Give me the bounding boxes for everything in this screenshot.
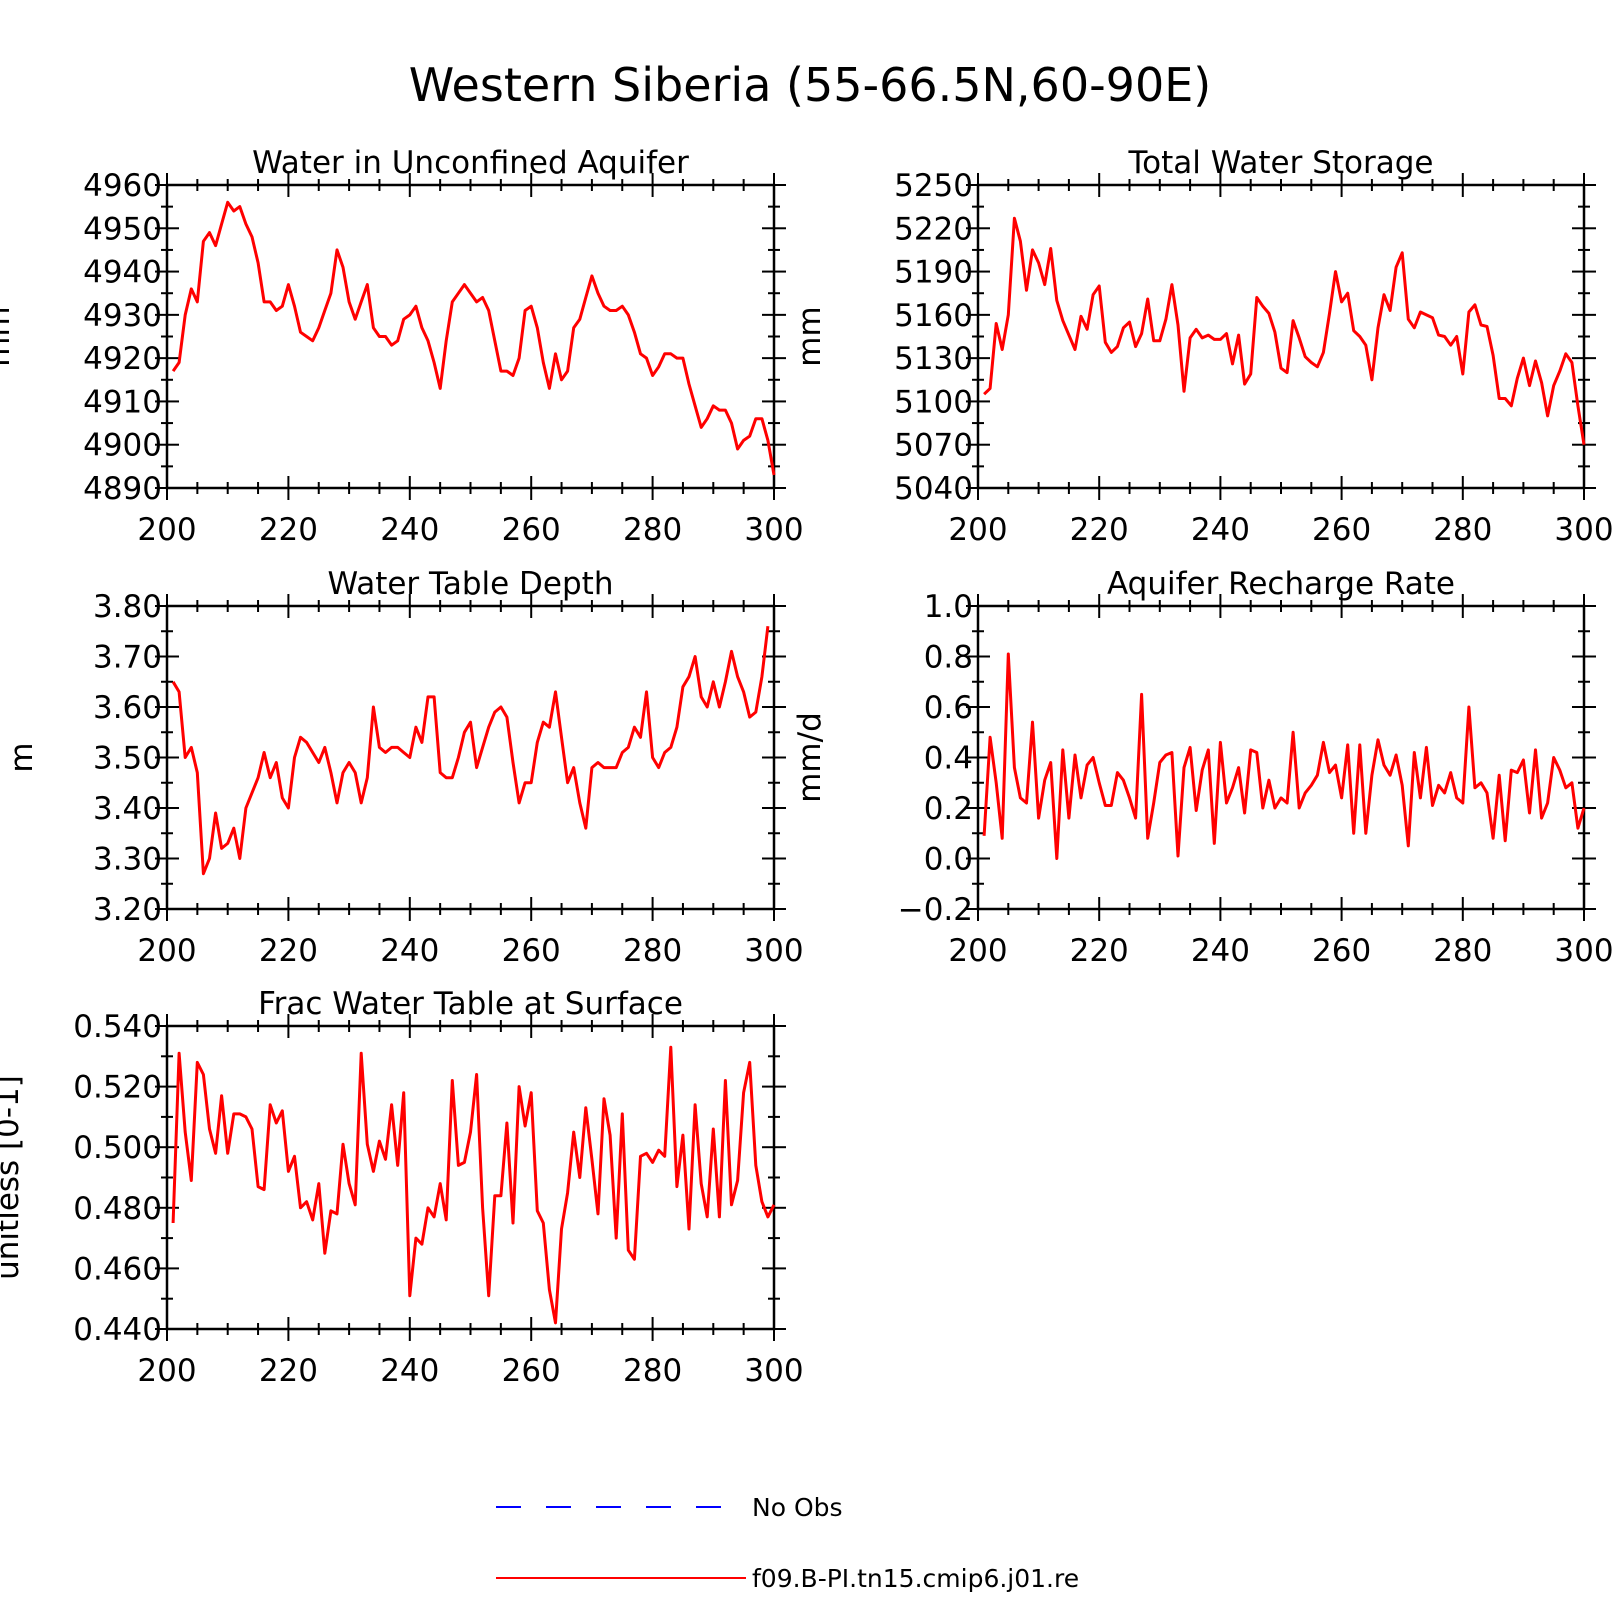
total-water-storage-series-line [983,216,1586,445]
frac-water-table-at-surface-xtick-label: 260 [502,1353,561,1389]
total-water-storage-ytick-label: 5190 [894,255,973,291]
water-in-unconfined-aquifer-frame [165,183,776,490]
water-table-depth-ylabel: m [4,742,40,772]
total-water-storage-xtick-label: 240 [1191,512,1250,548]
frac-water-table-at-surface-series-line [171,1045,776,1325]
water-in-unconfined-aquifer-ytick-label: 4920 [83,341,162,377]
total-water-storage-ytick-label: 5040 [894,471,973,507]
aquifer-recharge-rate-xtick-label: 300 [1554,933,1613,969]
water-table-depth-ytick-label: 3.30 [93,842,162,878]
water-in-unconfined-aquifer-xtick-label: 220 [259,512,318,548]
aquifer-recharge-rate-xtick-label: 240 [1191,933,1250,969]
frac-water-table-at-surface-xtick-label: 200 [137,1353,196,1389]
panel-total-water-storage: Total Water Storage 200 220 240 260 280 300 504… [792,145,1614,548]
figure-title: Western Siberia (55-66.5N,60-90E) [409,58,1211,112]
water-table-depth-series-line [171,626,770,876]
frac-water-table-at-surface-xtick-label: 220 [259,1353,318,1389]
aquifer-recharge-rate-ytick-label: 0.8 [924,640,973,676]
legend: No Obs f09.B-PI.tn15.cmip6.j01.re [496,1493,1079,1593]
aquifer-recharge-rate-series-line [982,652,1586,860]
water-table-depth-ytick-label: 3.50 [93,741,162,777]
aquifer-recharge-rate-title: Aquifer Recharge Rate [1107,566,1455,602]
aquifer-recharge-rate-xtick-label: 260 [1312,933,1371,969]
frac-water-table-at-surface-ytick-label: 0.480 [73,1191,162,1227]
frac-water-table-at-surface-ytick-label: 0.520 [73,1070,162,1106]
aquifer-recharge-rate-ytick-label: 0.2 [924,791,973,827]
total-water-storage-xtick-label: 300 [1554,512,1613,548]
aquifer-recharge-rate-ytick-label: 0.6 [924,690,973,726]
water-in-unconfined-aquifer-series-line [171,200,776,476]
water-in-unconfined-aquifer-xtick-label: 200 [137,512,196,548]
frac-water-table-at-surface-xtick-label: 280 [623,1353,682,1389]
frac-water-table-at-surface-ytick-label: 0.440 [73,1312,162,1348]
water-table-depth-xtick-label: 280 [623,933,682,969]
total-water-storage-xtick-label: 220 [1070,512,1129,548]
frac-water-table-at-surface-xtick-label: 300 [744,1353,803,1389]
frac-water-table-at-surface-ytick-label: 0.540 [73,1009,162,1045]
water-table-depth-xtick-label: 200 [137,933,196,969]
water-in-unconfined-aquifer-xtick-label: 240 [380,512,439,548]
water-table-depth-title: Water Table Depth [328,566,614,602]
panel-water-table-depth: Water Table Depth 200 220 240 260 280 300 3.20 3… [4,566,804,969]
total-water-storage-ytick-label: 5250 [894,168,973,204]
frac-water-table-at-surface-title: Frac Water Table at Surface [258,986,683,1022]
total-water-storage-ylabel: mm [792,306,828,366]
frac-water-table-at-surface-ytick-label: 0.460 [73,1251,162,1287]
water-table-depth-frame [165,604,776,911]
aquifer-recharge-rate-xtick-label: 200 [948,933,1007,969]
legend-model-label: f09.B-PI.tn15.cmip6.j01.re [752,1564,1079,1593]
water-in-unconfined-aquifer-ytick-label: 4940 [83,255,162,291]
total-water-storage-ytick-label: 5220 [894,211,973,247]
water-table-depth-xtick-label: 300 [744,933,803,969]
water-in-unconfined-aquifer-title: Water in Unconfined Aquifer [252,145,689,181]
frac-water-table-at-surface-xtick-label: 240 [380,1353,439,1389]
water-in-unconfined-aquifer-ytick-label: 4950 [83,211,162,247]
panel-aquifer-recharge-rate: Aquifer Recharge Rate 200 220 240 260 280 300 −… [792,566,1614,969]
total-water-storage-xtick-label: 200 [948,512,1007,548]
panel-frac-water-table-at-surface: Frac Water Table at Surface 200 220 240 260 2… [0,986,804,1389]
water-in-unconfined-aquifer-ytick-label: 4890 [83,471,162,507]
total-water-storage-xtick-label: 260 [1312,512,1371,548]
aquifer-recharge-rate-ytick-label: 0.4 [924,741,973,777]
water-table-depth-xtick-label: 240 [380,933,439,969]
water-in-unconfined-aquifer-ytick-label: 4910 [83,384,162,420]
total-water-storage-ytick-label: 5100 [894,384,973,420]
frac-water-table-at-surface-ylabel: unitless [0-1] [0,1075,26,1280]
water-in-unconfined-aquifer-xtick-label: 300 [744,512,803,548]
total-water-storage-xtick-label: 280 [1433,512,1492,548]
water-in-unconfined-aquifer-ytick-label: 4900 [83,428,162,464]
total-water-storage-ytick-label: 5070 [894,428,973,464]
water-table-depth-ytick-label: 3.40 [93,791,162,827]
water-in-unconfined-aquifer-ytick-label: 4930 [83,298,162,334]
water-in-unconfined-aquifer-xtick-label: 280 [623,512,682,548]
frac-water-table-at-surface-ytick-label: 0.500 [73,1130,162,1166]
aquifer-recharge-rate-ytick-label: −0.2 [898,892,973,928]
aquifer-recharge-rate-ytick-label: 0.0 [924,842,973,878]
legend-no-obs-label: No Obs [752,1493,843,1522]
water-in-unconfined-aquifer-ylabel: mm [0,306,17,366]
aquifer-recharge-rate-xtick-label: 220 [1070,933,1129,969]
water-in-unconfined-aquifer-ytick-label: 4960 [83,168,162,204]
water-table-depth-xtick-label: 260 [502,933,561,969]
total-water-storage-title: Total Water Storage [1127,145,1433,181]
aquifer-recharge-rate-frame [976,604,1586,911]
panel-water-in-unconfined-aquifer: Water in Unconfined Aquifer 200 220 240 260 2… [0,145,804,548]
water-table-depth-xtick-label: 220 [259,933,318,969]
water-table-depth-ytick-label: 3.20 [93,892,162,928]
total-water-storage-ytick-label: 5160 [894,298,973,334]
aquifer-recharge-rate-xtick-label: 280 [1433,933,1492,969]
water-in-unconfined-aquifer-xtick-label: 260 [502,512,561,548]
water-table-depth-ytick-label: 3.80 [93,589,162,625]
water-table-depth-ytick-label: 3.70 [93,640,162,676]
aquifer-recharge-rate-ylabel: mm/d [792,712,828,803]
water-table-depth-ytick-label: 3.60 [93,690,162,726]
total-water-storage-ytick-label: 5130 [894,341,973,377]
aquifer-recharge-rate-ytick-label: 1.0 [924,589,973,625]
